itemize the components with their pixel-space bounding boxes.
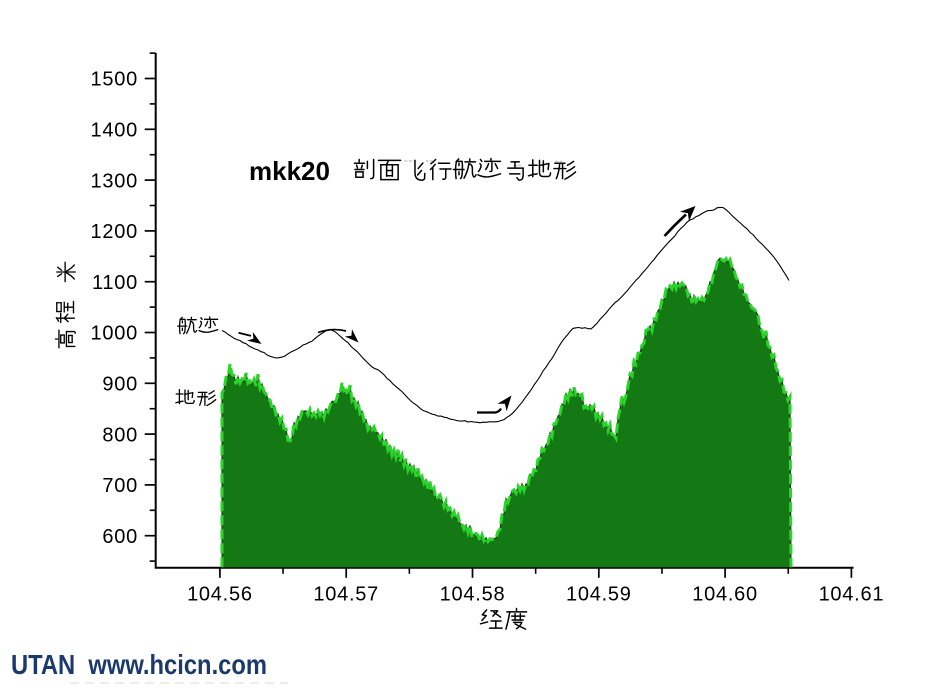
svg-text:1500: 1500 [91,69,139,91]
svg-text:104.59: 104.59 [566,584,632,606]
svg-text:1100: 1100 [92,272,138,294]
svg-text:900: 900 [102,374,138,396]
svg-text:1200: 1200 [91,221,139,243]
svg-text:800: 800 [102,424,138,446]
svg-text:104.58: 104.58 [440,584,506,606]
svg-text:104.57: 104.57 [313,584,379,606]
svg-text:104.56: 104.56 [187,584,253,606]
svg-text:600: 600 [102,526,138,548]
svg-text:1400: 1400 [91,120,139,142]
svg-text:1000: 1000 [91,323,139,345]
svg-text:UTAN www.hcicn.com: UTAN www.hcicn.com [11,649,267,680]
svg-text:mkk20: mkk20 [249,156,330,186]
svg-text:700: 700 [102,475,138,497]
svg-text:104.61: 104.61 [819,584,885,606]
svg-text:104.60: 104.60 [692,584,758,606]
svg-text:1300: 1300 [91,170,139,192]
